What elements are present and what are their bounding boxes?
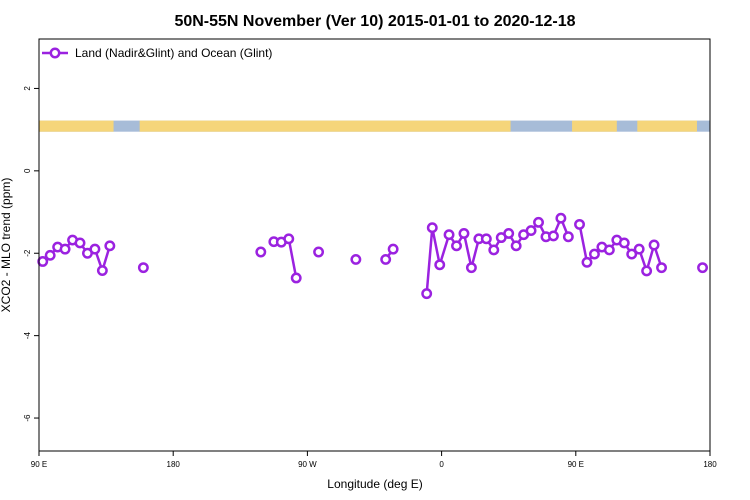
data-point	[465, 262, 477, 274]
data-point	[59, 243, 71, 255]
data-point	[510, 240, 522, 252]
x-axis-label: Longitude (deg E)	[327, 477, 422, 491]
data-point	[451, 240, 462, 252]
y-tick-label: -2	[23, 249, 32, 257]
y-tick-label: -4	[23, 332, 32, 340]
data-point	[533, 216, 544, 228]
data-point	[574, 218, 585, 230]
land-band-segment	[572, 120, 617, 132]
data-point	[350, 253, 362, 265]
data-point	[603, 244, 615, 256]
x-tick-label: 180	[167, 460, 181, 469]
data-point	[626, 248, 638, 260]
legend: Land (Nadir&Glint) and Ocean (Glint)	[42, 46, 272, 60]
data-point	[618, 237, 630, 249]
x-tick-label: 180	[703, 460, 717, 469]
data-point	[581, 256, 593, 268]
data-point	[434, 259, 446, 271]
data-point	[480, 233, 492, 245]
data-point	[255, 246, 267, 258]
data-point	[503, 228, 515, 239]
x-tick-label: 90 E	[568, 460, 584, 469]
y-tick-label: -6	[23, 414, 32, 422]
land-band-segment	[637, 120, 697, 132]
y-tick-label: 2	[23, 86, 32, 91]
legend-marker	[49, 47, 61, 59]
data-point	[96, 265, 108, 276]
data-point	[547, 230, 559, 242]
x-tick-label: 0	[439, 460, 444, 469]
legend-label: Land (Nadir&Glint) and Ocean (Glint)	[75, 46, 272, 60]
data-point	[656, 262, 667, 274]
series-layer	[37, 212, 708, 300]
data-point	[588, 248, 600, 260]
x-axis: 90 E 180 90 W 0 90 E 180	[31, 451, 717, 469]
data-point	[387, 243, 399, 255]
data-point	[555, 212, 567, 224]
data-point	[488, 244, 500, 256]
data-point	[37, 256, 49, 267]
chart-title: 50N-55N November (Ver 10) 2015-01-01 to …	[174, 13, 575, 30]
data-point	[89, 243, 101, 255]
data-point	[562, 231, 574, 243]
data-point	[443, 229, 455, 241]
data-point	[137, 262, 149, 274]
land-band-segment	[39, 120, 114, 132]
data-point	[697, 262, 708, 274]
y-axis: 2 0 -2 -4 -6	[23, 86, 39, 422]
y-tick-label: 0	[23, 168, 32, 173]
data-point	[380, 253, 392, 265]
data-point	[44, 249, 56, 261]
data-point	[426, 222, 438, 234]
land-ocean-band	[39, 120, 710, 132]
data-point	[458, 228, 470, 239]
data-point	[290, 272, 302, 284]
data-point	[283, 233, 295, 245]
data-point	[104, 240, 116, 252]
data-point	[313, 246, 325, 258]
y-axis-label: XCO2 - MLO trend (ppm)	[0, 178, 13, 313]
plot-frame	[38, 38, 711, 452]
land-band-segment	[139, 120, 511, 132]
data-point	[74, 237, 86, 249]
x-tick-label: 90 W	[298, 460, 317, 469]
data-point	[633, 243, 645, 255]
x-tick-label: 90 E	[31, 460, 47, 469]
data-point	[525, 225, 537, 237]
data-point	[648, 239, 660, 251]
data-point	[641, 265, 653, 277]
data-point	[421, 288, 433, 300]
